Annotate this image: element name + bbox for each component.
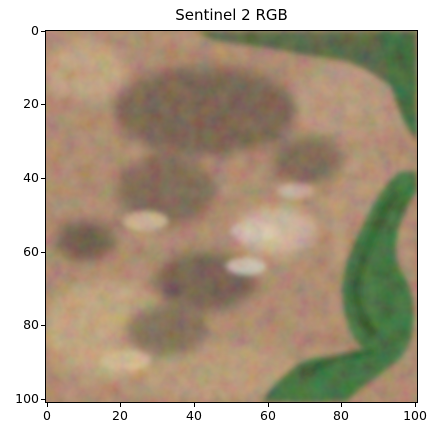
figure-title: Sentinel 2 RGB [175, 6, 288, 24]
x-tick [194, 403, 195, 407]
y-tick [41, 178, 45, 179]
x-tick [415, 403, 416, 407]
y-tick [41, 325, 45, 326]
x-tick-label: 0 [43, 408, 51, 423]
x-tick [268, 403, 269, 407]
y-tick [41, 399, 45, 400]
x-tick-label: 100 [403, 408, 427, 423]
x-tick-label: 60 [260, 408, 276, 423]
y-tick [41, 252, 45, 253]
y-tick [41, 104, 45, 105]
x-tick-label: 40 [186, 408, 202, 423]
satellite-image [46, 31, 417, 402]
y-tick-label: 100 [15, 391, 39, 406]
y-tick-label: 80 [23, 317, 39, 332]
y-tick [41, 31, 45, 32]
x-tick [120, 403, 121, 407]
y-tick-label: 20 [23, 96, 39, 111]
y-tick-label: 0 [31, 23, 39, 38]
x-tick-label: 20 [112, 408, 128, 423]
y-tick-label: 40 [23, 170, 39, 185]
x-tick [47, 403, 48, 407]
x-tick [341, 403, 342, 407]
x-tick-label: 80 [333, 408, 349, 423]
image-axes [45, 30, 418, 403]
y-tick-label: 60 [23, 244, 39, 259]
